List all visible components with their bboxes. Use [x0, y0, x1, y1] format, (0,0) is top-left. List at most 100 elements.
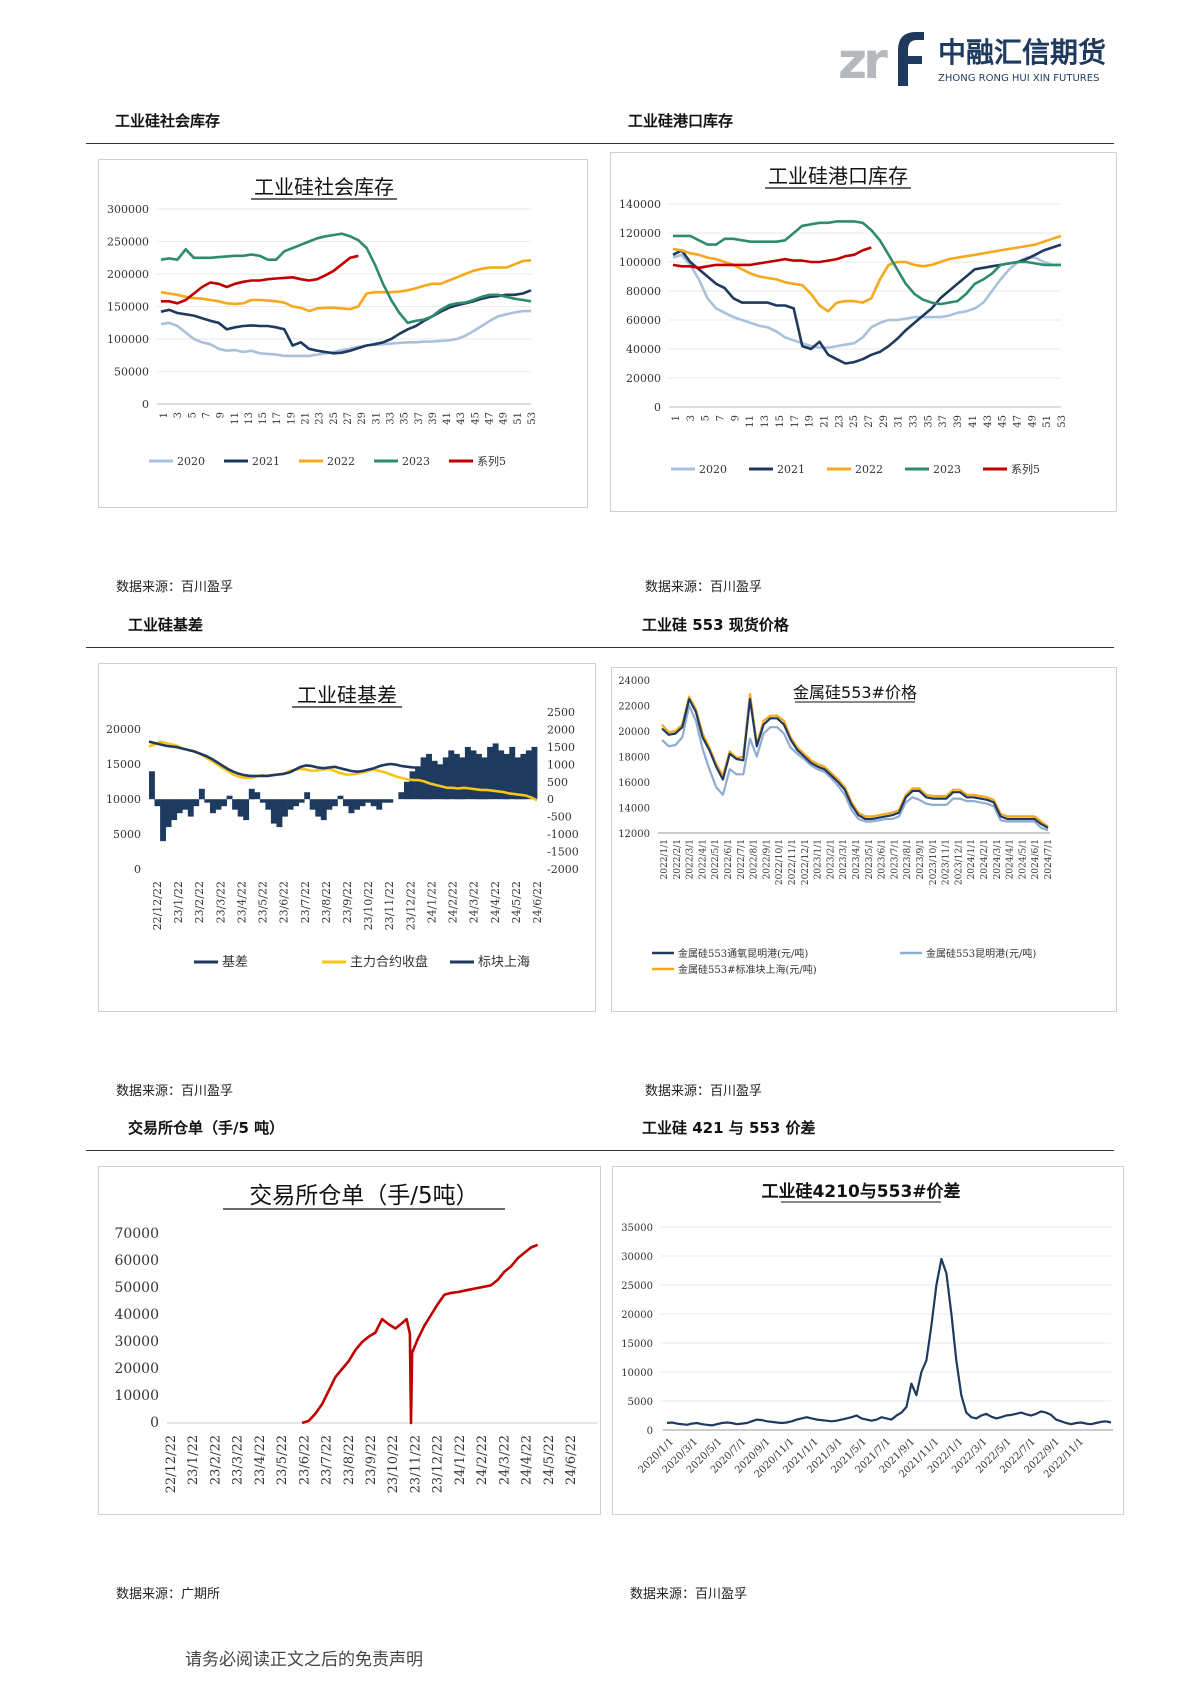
y-tick-label: 14000 [618, 804, 650, 815]
x-tick-label: 2024/6/1 [1031, 839, 1041, 879]
legend-label: 系列5 [477, 454, 506, 468]
x-tick-label: 41 [442, 412, 453, 425]
series-line [148, 740, 538, 802]
x-tick-label: 23 [315, 412, 326, 425]
basis-bar [487, 746, 493, 800]
section-title-421-553-spread: 工业硅 421 与 553 价差 [642, 1119, 816, 1137]
x-tick-label: 13 [760, 415, 771, 428]
basis-bar [398, 792, 405, 800]
x-tick-label: 3 [686, 415, 697, 421]
y-tick-label: 40000 [114, 1307, 159, 1323]
y-tick-label: 140000 [619, 198, 661, 211]
x-tick-label: 2023/6/1 [878, 839, 888, 879]
disclaimer-footer: 请务必阅读正文之后的免责声明 [185, 1650, 423, 1670]
y-tick-label: 5000 [113, 828, 141, 841]
basis-bar [176, 799, 183, 814]
company-logo: zr 中融汇信期货 ZHONG RONG HUI XIN FUTURES [838, 26, 1138, 92]
series-line [673, 220, 1061, 306]
legend-label: 2020 [699, 463, 727, 476]
y-tick-label: 30000 [114, 1334, 159, 1350]
y-tick-label: 60000 [114, 1253, 159, 1269]
y-tick-label: 0 [654, 401, 661, 414]
legend-label: 2023 [933, 463, 961, 476]
x-tick-label: 13 [244, 412, 255, 425]
x-tick-label: 23/2/22 [193, 881, 206, 923]
chart-title: 工业硅社会库存 [254, 175, 394, 199]
x-tick-label: 33 [385, 412, 396, 425]
y-tick-label: 30000 [621, 1252, 653, 1263]
basis-bar [404, 781, 410, 800]
divider [86, 143, 1114, 144]
x-tick-label: 2024/3/1 [993, 839, 1003, 879]
x-tick-label: 23/7/22 [320, 1435, 335, 1485]
x-tick-label: 24/4/22 [520, 1435, 535, 1485]
section-title-warrants: 交易所仓单（手/5 吨） [128, 1119, 285, 1137]
y-tick-label: -2000 [547, 863, 579, 876]
basis-bar [254, 792, 261, 800]
basis-bar [187, 799, 194, 817]
basis-bar [448, 750, 455, 800]
legend-label: 2022 [327, 455, 355, 468]
x-tick-label: 24/6/22 [531, 881, 544, 923]
y-tick-label: 0 [142, 398, 149, 411]
x-tick-label: 19 [286, 412, 297, 425]
legend-label: 2020 [177, 455, 205, 468]
section-title-port-inventory: 工业硅港口库存 [628, 112, 734, 130]
y-tick-label: 20000 [621, 1310, 653, 1321]
basis-bar [415, 767, 421, 800]
chart-title: 工业硅港口库存 [768, 164, 908, 188]
legend-label: 金属硅553昆明港(元/吨) [926, 947, 1036, 960]
section-title-553-spot: 工业硅 553 现货价格 [642, 616, 789, 634]
x-tick-label: 53 [1057, 415, 1068, 428]
x-tick-label: 2022/7/1 [737, 839, 747, 879]
y-tick-label: -1500 [547, 846, 579, 859]
x-tick-label: 5 [701, 415, 712, 421]
series-line [672, 243, 1062, 365]
chart-553-spot: 金属硅553#价格 24000 22000 20000 18000 16000 14000 1… [611, 667, 1117, 1012]
series-line [160, 259, 532, 313]
x-tick-label: 49 [1027, 415, 1038, 428]
basis-bar [165, 799, 172, 828]
y-tick-label: 50000 [114, 1280, 159, 1296]
y-tick-label: 80000 [626, 285, 661, 298]
legend-label: 2021 [252, 455, 280, 468]
y-tick-label: 500 [547, 776, 568, 789]
x-tick-label: 7 [201, 412, 212, 418]
x-tick-label: 24/3/22 [497, 1435, 512, 1485]
zrf-logo-icon: zr 中融汇信期货 ZHONG RONG HUI XIN FUTURES [838, 32, 1106, 90]
basis-bar [276, 799, 283, 828]
x-tick-label: 27 [864, 415, 875, 428]
legend-label: 金属硅553#标准块上海(元/吨) [678, 963, 817, 976]
y-tick-label: 50000 [114, 366, 149, 379]
basis-bar [293, 799, 299, 807]
x-tick-label: 27 [343, 412, 354, 425]
y-tick-label: 10000 [114, 1388, 159, 1404]
basis-bar [309, 799, 316, 810]
chart-port-inventory: 工业硅港口库存 140000 120000 100000 80000 60000 40000… [610, 152, 1117, 512]
x-tick-label: 31 [371, 412, 382, 425]
x-tick-label: 31 [894, 415, 905, 428]
basis-bar [503, 753, 510, 800]
y-tick-label: 18000 [618, 753, 650, 764]
x-tick-label: 2022/6/1 [724, 839, 734, 879]
svg-text:中融汇信期货: 中融汇信期货 [938, 36, 1106, 69]
y-tick-label: 2000 [547, 723, 575, 736]
x-tick-label: 23/9/22 [341, 881, 354, 923]
x-tick-label: 41 [968, 415, 979, 428]
y-tick-label: 20000 [618, 727, 650, 738]
x-tick-label: 22/12/22 [164, 1435, 179, 1493]
x-tick-label: 47 [1012, 415, 1023, 428]
series-line [661, 692, 1049, 828]
x-tick-label: 23/4/22 [235, 881, 248, 923]
y-tick-label: 20000 [626, 372, 661, 385]
x-tick-label: 25 [849, 415, 860, 428]
x-tick-label: 23/1/22 [172, 881, 185, 923]
x-tick-label: 9 [216, 412, 227, 418]
chart-421-553-spread: 工业硅4210与553#价差 35000 30000 25000 20000 15000 1… [612, 1166, 1124, 1515]
x-tick-label: 35 [923, 415, 934, 428]
svg-text:zr: zr [838, 32, 888, 90]
x-tick-label: 1 [159, 412, 170, 418]
basis-bar [221, 799, 227, 807]
basis-bar [232, 799, 238, 810]
basis-bar [215, 799, 222, 810]
